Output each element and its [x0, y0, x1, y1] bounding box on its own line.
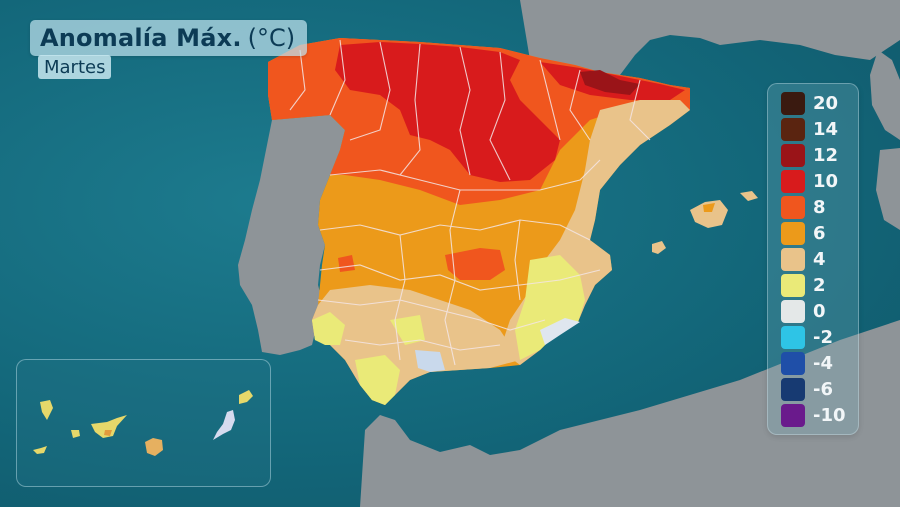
zone-anomaly-0-almeria	[540, 318, 580, 345]
map-unit: (°C)	[247, 24, 296, 52]
menorca-island	[740, 191, 758, 201]
legend-item: 4	[781, 248, 826, 271]
legend-item: 2	[781, 274, 826, 297]
lanzarote-island	[239, 390, 253, 404]
legend-label: -4	[813, 353, 833, 374]
legend-item: -10	[781, 404, 846, 427]
legend-label: 8	[813, 197, 826, 218]
legend-label: 0	[813, 301, 826, 322]
legend-swatch	[781, 248, 805, 271]
legend-item: 12	[781, 144, 838, 167]
tenerife-zone-6	[104, 430, 112, 436]
legend-swatch	[781, 144, 805, 167]
france-landmass	[520, 0, 900, 85]
legend-swatch	[781, 196, 805, 219]
legend-swatch	[781, 118, 805, 141]
legend-label: 14	[813, 119, 839, 140]
zone-anomaly-10-core	[335, 42, 560, 182]
map-title: Anomalía Máx.	[40, 24, 242, 52]
day-label-box: Martes	[38, 55, 112, 79]
legend-label: 12	[813, 145, 839, 166]
legend-item: 20	[781, 92, 838, 115]
zone-anomaly-8-west	[338, 255, 355, 272]
legend-label: -6	[813, 379, 833, 400]
legend-swatch	[781, 92, 805, 115]
el-hierro-island	[33, 446, 47, 454]
legend-item: -4	[781, 352, 833, 375]
legend-label: 6	[813, 223, 826, 244]
sardinia-landmass	[876, 148, 900, 230]
legend-label: 20	[813, 93, 839, 114]
zone-anomaly-2-southeast	[515, 255, 585, 360]
zone-anomaly-2-southwest	[312, 312, 345, 345]
legend-item: 8	[781, 196, 826, 219]
legend-item: -2	[781, 326, 833, 349]
canary-islands-inset	[16, 359, 271, 487]
tenerife-island	[91, 415, 127, 438]
gran-canaria-island	[145, 438, 163, 456]
legend-item: 0	[781, 300, 826, 323]
legend-item: 10	[781, 170, 838, 193]
ibiza-island	[652, 241, 666, 254]
legend-item: 6	[781, 222, 826, 245]
zone-anomaly-2-cadiz	[355, 355, 400, 405]
legend-swatch	[781, 170, 805, 193]
legend-swatch	[781, 222, 805, 245]
legend-item: 14	[781, 118, 838, 141]
mallorca-zone-6	[703, 203, 715, 212]
zone-anomaly-8-centre	[445, 248, 505, 280]
legend-swatch	[781, 300, 805, 323]
canary-islands-map	[33, 390, 253, 456]
legend-label: -10	[813, 405, 846, 426]
mallorca-island	[690, 200, 728, 228]
north-africa-landmass	[360, 320, 900, 507]
legend-label: 10	[813, 171, 839, 192]
legend-swatch	[781, 352, 805, 375]
legend-swatch	[781, 404, 805, 427]
corsica-landmass	[870, 50, 900, 140]
zone-anomaly-12-pyrenees	[580, 70, 640, 95]
legend-label: -2	[813, 327, 833, 348]
legend-swatch	[781, 326, 805, 349]
legend-item: -6	[781, 378, 833, 401]
legend-swatch	[781, 274, 805, 297]
zone-anomaly-2-granada	[390, 315, 425, 345]
zone-anomaly-0-malaga	[415, 350, 445, 372]
map-title-box: Anomalía Máx. (°C)	[30, 20, 308, 56]
legend-swatch	[781, 378, 805, 401]
fuerteventura-island	[213, 410, 235, 440]
la-palma-island	[40, 400, 53, 420]
la-gomera-island	[71, 430, 80, 438]
province-borders	[289, 39, 651, 366]
color-legend: 20 14 12 10 8 6 4 2 0 -2 -4 -6 -10	[767, 83, 859, 435]
legend-label: 4	[813, 249, 826, 270]
portugal-landmass	[238, 115, 345, 355]
legend-label: 2	[813, 275, 826, 296]
day-label: Martes	[44, 56, 106, 78]
